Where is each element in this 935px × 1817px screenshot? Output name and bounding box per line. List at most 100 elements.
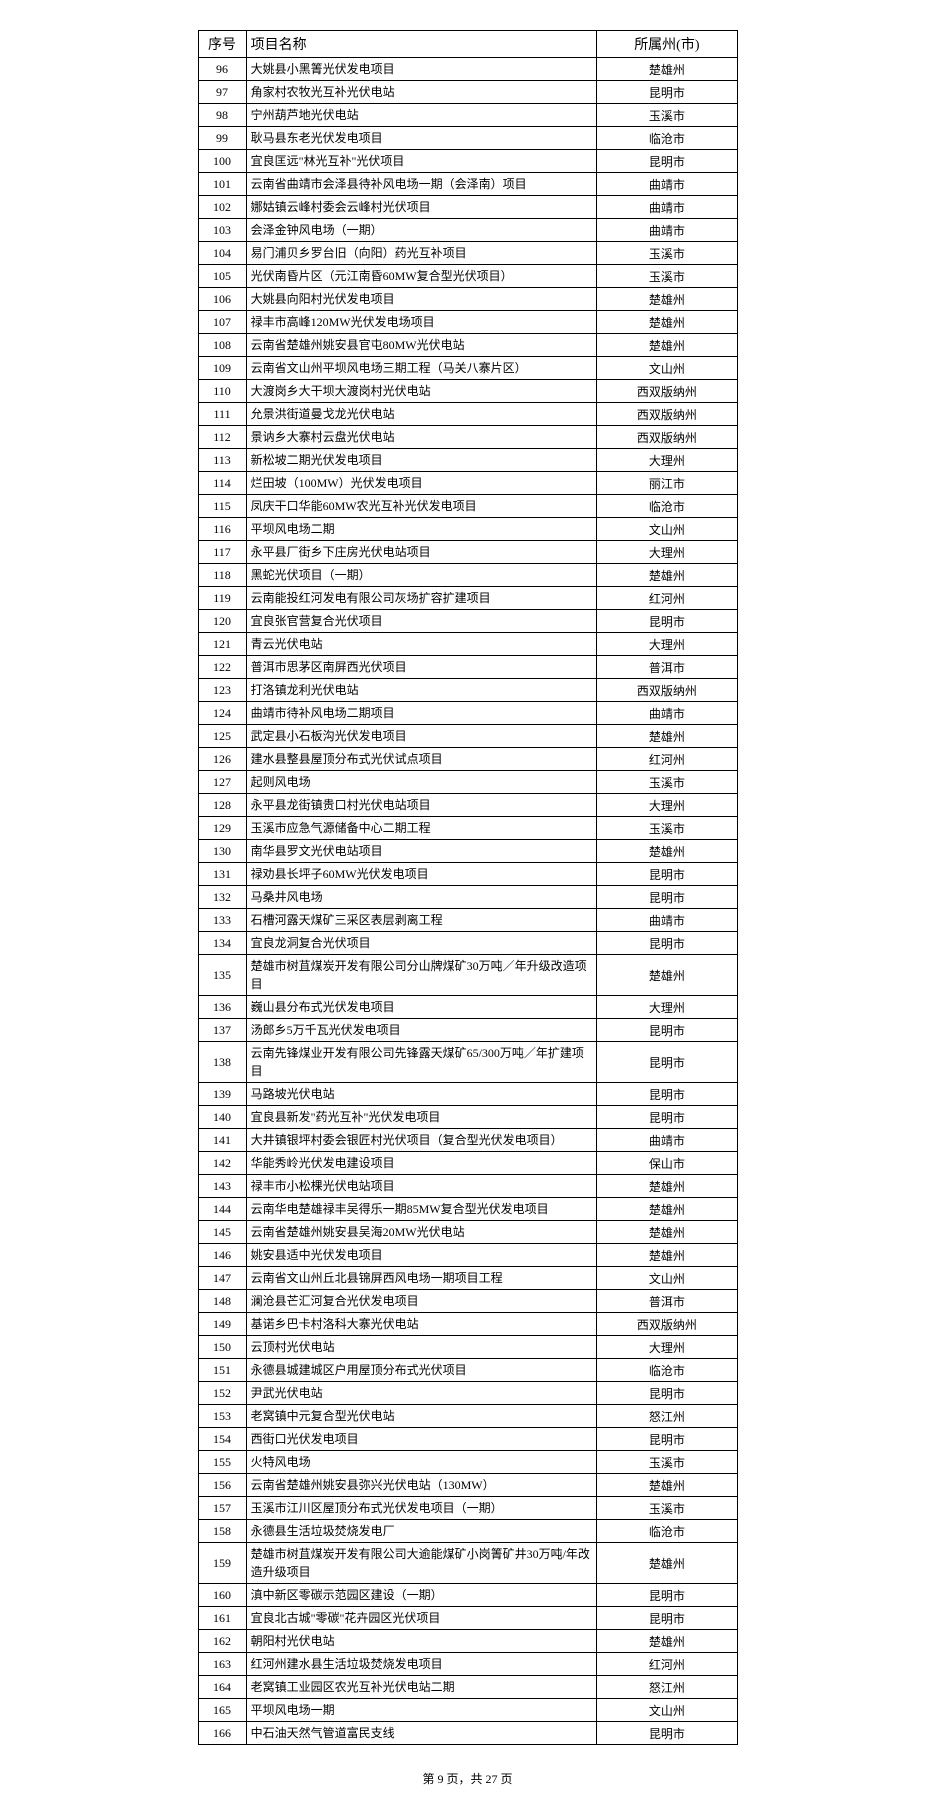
- table-row: 159楚雄市树苴煤炭开发有限公司大逾能煤矿小岗箐矿井30万吨/年改造升级项目楚雄…: [198, 1543, 737, 1584]
- cell-region: 普洱市: [597, 656, 737, 679]
- cell-region: 楚雄州: [597, 1244, 737, 1267]
- project-table: 序号 项目名称 所属州(市) 96大姚县小黑箐光伏发电项目楚雄州97角家村农牧光…: [198, 30, 738, 1745]
- table-row: 147云南省文山州丘北县锦屏西风电场一期项目工程文山州: [198, 1267, 737, 1290]
- cell-name: 华能秀岭光伏发电建设项目: [246, 1152, 597, 1175]
- cell-name: 禄丰市高峰120MW光伏发电场项目: [246, 311, 597, 334]
- table-row: 108云南省楚雄州姚安县官屯80MW光伏电站楚雄州: [198, 334, 737, 357]
- cell-region: 曲靖市: [597, 196, 737, 219]
- table-row: 114烂田坡（100MW）光伏发电项目丽江市: [198, 472, 737, 495]
- table-row: 111允景洪街道曼戈龙光伏电站西双版纳州: [198, 403, 737, 426]
- cell-seq: 114: [198, 472, 246, 495]
- table-row: 138云南先锋煤业开发有限公司先锋露天煤矿65/300万吨／年扩建项目昆明市: [198, 1042, 737, 1083]
- cell-seq: 129: [198, 817, 246, 840]
- cell-name: 武定县小石板沟光伏发电项目: [246, 725, 597, 748]
- cell-seq: 97: [198, 81, 246, 104]
- cell-seq: 144: [198, 1198, 246, 1221]
- table-row: 121青云光伏电站大理州: [198, 633, 737, 656]
- cell-region: 临沧市: [597, 127, 737, 150]
- cell-name: 中石油天然气管道富民支线: [246, 1722, 597, 1745]
- cell-name: 云南省文山州丘北县锦屏西风电场一期项目工程: [246, 1267, 597, 1290]
- cell-seq: 157: [198, 1497, 246, 1520]
- cell-region: 昆明市: [597, 81, 737, 104]
- cell-region: 昆明市: [597, 1382, 737, 1405]
- cell-seq: 104: [198, 242, 246, 265]
- table-row: 130南华县罗文光伏电站项目楚雄州: [198, 840, 737, 863]
- cell-seq: 101: [198, 173, 246, 196]
- cell-region: 大理州: [597, 794, 737, 817]
- cell-region: 昆明市: [597, 1607, 737, 1630]
- cell-seq: 166: [198, 1722, 246, 1745]
- cell-seq: 106: [198, 288, 246, 311]
- cell-region: 普洱市: [597, 1290, 737, 1313]
- cell-region: 大理州: [597, 449, 737, 472]
- cell-seq: 130: [198, 840, 246, 863]
- cell-region: 玉溪市: [597, 242, 737, 265]
- table-row: 140宜良县新发"药光互补"光伏发电项目昆明市: [198, 1106, 737, 1129]
- table-row: 109云南省文山州平坝风电场三期工程（马关八寨片区）文山州: [198, 357, 737, 380]
- cell-region: 昆明市: [597, 863, 737, 886]
- table-row: 161宜良北古城"零碳"花卉园区光伏项目昆明市: [198, 1607, 737, 1630]
- table-row: 154西街口光伏发电项目昆明市: [198, 1428, 737, 1451]
- cell-seq: 112: [198, 426, 246, 449]
- cell-region: 大理州: [597, 633, 737, 656]
- cell-name: 巍山县分布式光伏发电项目: [246, 996, 597, 1019]
- table-row: 113新松坡二期光伏发电项目大理州: [198, 449, 737, 472]
- cell-seq: 132: [198, 886, 246, 909]
- table-row: 152尹武光伏电站昆明市: [198, 1382, 737, 1405]
- cell-name: 西街口光伏发电项目: [246, 1428, 597, 1451]
- cell-seq: 164: [198, 1676, 246, 1699]
- table-row: 96大姚县小黑箐光伏发电项目楚雄州: [198, 58, 737, 81]
- cell-region: 大理州: [597, 996, 737, 1019]
- cell-seq: 122: [198, 656, 246, 679]
- cell-name: 青云光伏电站: [246, 633, 597, 656]
- cell-seq: 137: [198, 1019, 246, 1042]
- cell-seq: 149: [198, 1313, 246, 1336]
- cell-region: 西双版纳州: [597, 380, 737, 403]
- table-row: 163红河州建水县生活垃圾焚烧发电项目红河州: [198, 1653, 737, 1676]
- cell-region: 楚雄州: [597, 311, 737, 334]
- cell-region: 红河州: [597, 1653, 737, 1676]
- cell-region: 临沧市: [597, 1520, 737, 1543]
- table-row: 134宜良龙洞复合光伏项目昆明市: [198, 932, 737, 955]
- cell-seq: 123: [198, 679, 246, 702]
- cell-name: 基诺乡巴卡村洛科大寨光伏电站: [246, 1313, 597, 1336]
- cell-name: 玉溪市江川区屋顶分布式光伏发电项目（一期）: [246, 1497, 597, 1520]
- cell-region: 楚雄州: [597, 725, 737, 748]
- cell-region: 昆明市: [597, 1042, 737, 1083]
- table-header-row: 序号 项目名称 所属州(市): [198, 31, 737, 58]
- cell-region: 怒江州: [597, 1676, 737, 1699]
- cell-seq: 119: [198, 587, 246, 610]
- cell-region: 昆明市: [597, 150, 737, 173]
- cell-name: 南华县罗文光伏电站项目: [246, 840, 597, 863]
- cell-name: 云南省文山州平坝风电场三期工程（马关八寨片区）: [246, 357, 597, 380]
- cell-region: 丽江市: [597, 472, 737, 495]
- cell-name: 楚雄市树苴煤炭开发有限公司大逾能煤矿小岗箐矿井30万吨/年改造升级项目: [246, 1543, 597, 1584]
- cell-name: 姚安县适中光伏发电项目: [246, 1244, 597, 1267]
- cell-name: 云南省楚雄州姚安县弥兴光伏电站（130MW）: [246, 1474, 597, 1497]
- cell-name: 老窝镇工业园区农光互补光伏电站二期: [246, 1676, 597, 1699]
- cell-region: 楚雄州: [597, 334, 737, 357]
- cell-name: 光伏南昏片区（元江南昏60MW复合型光伏项目）: [246, 265, 597, 288]
- cell-region: 楚雄州: [597, 288, 737, 311]
- table-row: 151永德县城建城区户用屋顶分布式光伏项目临沧市: [198, 1359, 737, 1382]
- table-row: 128永平县龙街镇贵口村光伏电站项目大理州: [198, 794, 737, 817]
- table-row: 146姚安县适中光伏发电项目楚雄州: [198, 1244, 737, 1267]
- table-row: 101云南省曲靖市会泽县待补风电场一期（会泽南）项目曲靖市: [198, 173, 737, 196]
- cell-seq: 99: [198, 127, 246, 150]
- table-row: 150云顶村光伏电站大理州: [198, 1336, 737, 1359]
- table-row: 160滇中新区零碳示范园区建设（一期）昆明市: [198, 1584, 737, 1607]
- cell-region: 昆明市: [597, 1083, 737, 1106]
- cell-region: 玉溪市: [597, 265, 737, 288]
- cell-region: 西双版纳州: [597, 426, 737, 449]
- table-row: 131禄劝县长坪子60MW光伏发电项目昆明市: [198, 863, 737, 886]
- cell-seq: 113: [198, 449, 246, 472]
- cell-name: 大姚县向阳村光伏发电项目: [246, 288, 597, 311]
- cell-region: 玉溪市: [597, 771, 737, 794]
- cell-region: 楚雄州: [597, 1221, 737, 1244]
- cell-name: 滇中新区零碳示范园区建设（一期）: [246, 1584, 597, 1607]
- cell-name: 石槽河露天煤矿三采区表层剥离工程: [246, 909, 597, 932]
- table-row: 156云南省楚雄州姚安县弥兴光伏电站（130MW）楚雄州: [198, 1474, 737, 1497]
- cell-region: 文山州: [597, 1267, 737, 1290]
- cell-name: 打洛镇龙利光伏电站: [246, 679, 597, 702]
- table-row: 149基诺乡巴卡村洛科大寨光伏电站西双版纳州: [198, 1313, 737, 1336]
